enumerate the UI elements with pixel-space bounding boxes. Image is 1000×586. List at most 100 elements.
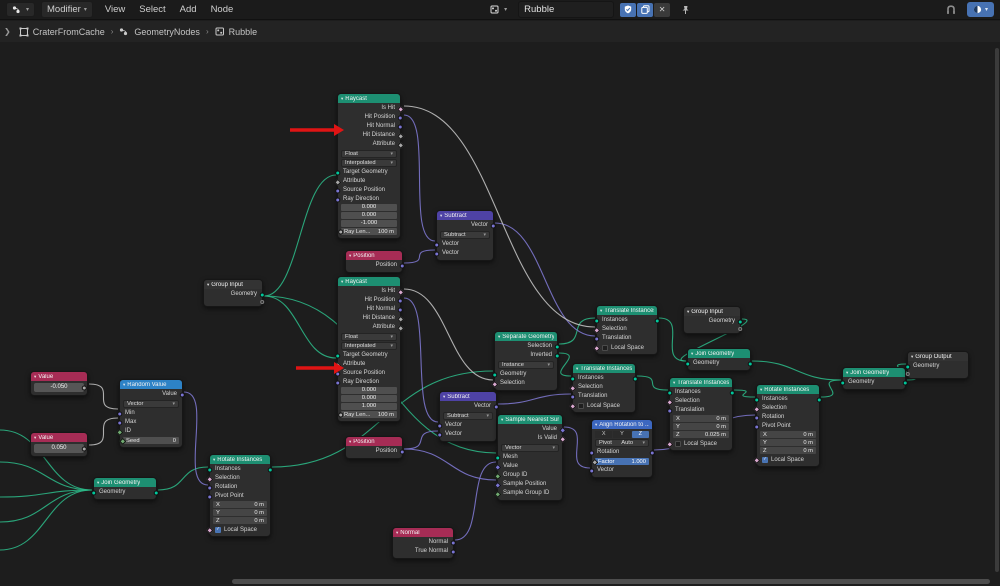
virtual-socket[interactable] [260, 299, 265, 304]
geo-socket[interactable] [570, 376, 576, 381]
geo-socket[interactable] [335, 170, 341, 175]
geo-socket[interactable] [729, 390, 735, 395]
vec-socket[interactable] [335, 188, 341, 193]
slider-factor[interactable]: Factor 1.000 [591, 458, 649, 465]
geo-socket[interactable] [840, 380, 846, 385]
collapse-icon[interactable]: ▾ [207, 281, 210, 287]
node-header[interactable]: ▾ Raycast [338, 94, 400, 103]
vec-socket[interactable] [450, 540, 456, 545]
collapse-icon[interactable]: ▾ [213, 456, 216, 462]
node-separate-geometry[interactable]: ▾ Separate Geometry Selection Inverted Insta… [491, 331, 560, 391]
vector-value-field[interactable]: 0.000 [341, 204, 397, 211]
horizontal-scrollbar[interactable] [232, 579, 990, 584]
axis-button-x[interactable]: X [595, 431, 613, 438]
virtual-socket[interactable] [905, 371, 910, 376]
geo-socket[interactable] [554, 344, 560, 349]
geo-socket[interactable] [905, 364, 911, 369]
node-header[interactable]: ▾ Align Rotation to ... [592, 420, 652, 429]
breadcrumb-item-craterfromcache[interactable]: CraterFromCache [19, 27, 105, 37]
geo-socket[interactable] [754, 397, 760, 402]
node-translate-instances[interactable]: ▾ Translate Instances Instances Selection Tr… [666, 377, 735, 451]
vec-socket[interactable] [754, 415, 760, 420]
vector-value-field[interactable]: 0.000 [341, 387, 397, 394]
collapse-icon[interactable]: ▾ [691, 350, 694, 356]
value-field-z[interactable]: Z 0 m [760, 447, 816, 454]
node-canvas[interactable]: ▾ Raycast Is Hit Hit Position Hit Normal Hit … [0, 42, 1000, 586]
node-normal[interactable]: ▾ Normal Normal True Normal [392, 527, 456, 559]
geo-socket[interactable] [207, 467, 213, 472]
dropdown-float[interactable]: Float ▾ [341, 150, 397, 158]
node-translate-instances[interactable]: ▾ Translate Instances Instances Selection Tr… [593, 305, 660, 355]
dropdown-subtract[interactable]: Subtract ▾ [443, 412, 493, 420]
flod-socket[interactable] [591, 458, 598, 465]
node-header[interactable]: ▾ Join Geometry [94, 478, 156, 487]
geo-socket[interactable] [816, 397, 822, 402]
flod-socket[interactable] [334, 361, 341, 368]
geo-socket[interactable] [902, 380, 908, 385]
vec-socket[interactable] [437, 432, 443, 437]
vec-socket[interactable] [589, 468, 595, 473]
geo-socket[interactable] [153, 490, 159, 495]
vecd-socket[interactable] [494, 481, 501, 488]
checkbox-local-space[interactable]: ✓ [762, 456, 768, 463]
node-subtract[interactable]: ▾ Subtract Vector Subtract ▾ Vector Vector [434, 210, 496, 261]
bool-socket[interactable] [397, 288, 404, 295]
node-header[interactable]: ▾ Join Geometry [843, 368, 905, 377]
node-random-value[interactable]: ▾ Random Value Value Vector ▾ Min Max ID Seed 0 [116, 379, 185, 448]
flo-socket[interactable] [338, 229, 344, 234]
value-field-y[interactable]: Y 0 m [213, 509, 267, 516]
mode-dropdown[interactable]: Modifier ▾ [41, 1, 93, 18]
collapse-icon[interactable]: ▾ [846, 369, 849, 375]
vec-socket[interactable] [335, 371, 341, 376]
collapse-icon[interactable]: ▾ [498, 333, 501, 339]
vector-value-field[interactable]: 0.000 [341, 395, 397, 402]
vec-socket[interactable] [207, 494, 213, 499]
node-group-input[interactable]: ▾ Group Input Geometry [683, 306, 743, 334]
value-field-ray-len[interactable]: Ray Len... 100 m [338, 228, 397, 235]
menu-node[interactable]: Node [210, 4, 234, 15]
node-header[interactable]: ▾ Normal [393, 528, 453, 537]
menu-view[interactable]: View [104, 4, 126, 15]
node-raycast[interactable]: ▾ Raycast Is Hit Hit Position Hit Normal Hit … [334, 93, 404, 239]
flod-socket[interactable] [397, 141, 404, 148]
vecd-socket[interactable] [494, 463, 501, 470]
overlays-button[interactable]: ▾ [966, 2, 994, 17]
int-socket[interactable] [116, 428, 123, 435]
geo-socket[interactable] [259, 292, 265, 297]
collapse-icon[interactable]: ▾ [576, 365, 579, 371]
bool-socket[interactable] [206, 526, 213, 533]
vec-socket[interactable] [437, 423, 443, 428]
collapse-icon[interactable]: ▾ [760, 386, 763, 392]
virtual-socket[interactable] [738, 326, 743, 331]
node-value[interactable]: ▾ Value -0.050 [30, 371, 88, 396]
vec-socket[interactable] [117, 420, 123, 425]
bool-socket[interactable] [753, 405, 760, 412]
vec-socket[interactable] [649, 450, 655, 455]
vector-value-field[interactable]: 0.000 [341, 212, 397, 219]
vec-socket[interactable] [399, 263, 405, 268]
vec-socket[interactable] [397, 115, 403, 120]
bool-socket[interactable] [593, 344, 600, 351]
node-header[interactable]: ▾ Sample Nearest Sur... [498, 415, 562, 424]
menu-select[interactable]: Select [139, 4, 166, 15]
collapse-icon[interactable]: ▾ [34, 373, 37, 379]
breadcrumb-item-rubble[interactable]: Rubble [215, 27, 257, 37]
bool-socket[interactable] [593, 326, 600, 333]
vec-socket[interactable] [399, 449, 405, 454]
bool-socket[interactable] [569, 384, 576, 391]
node-rotate-instances[interactable]: ▾ Rotate Instances Instances Selection Rotat… [753, 384, 822, 467]
node-header[interactable]: ▾ Rotate Instances [210, 455, 270, 464]
flo-socket[interactable] [338, 412, 344, 417]
vector-value-field[interactable]: 1.000 [341, 403, 397, 410]
int-socket[interactable] [119, 437, 126, 444]
value-field-x[interactable]: X 0 m [213, 501, 267, 508]
collapse-icon[interactable]: ▾ [600, 307, 603, 313]
geo-socket[interactable] [685, 361, 691, 366]
dropdown-float[interactable]: Float ▾ [341, 333, 397, 341]
flod-socket[interactable] [397, 324, 404, 331]
editor-type-button[interactable]: ▾ [6, 2, 36, 17]
vec-socket[interactable] [754, 424, 760, 429]
checkbox-local-space[interactable] [578, 402, 584, 409]
node-header[interactable]: ▾ Group Output [908, 352, 968, 361]
collapse-icon[interactable]: ▾ [341, 95, 344, 101]
